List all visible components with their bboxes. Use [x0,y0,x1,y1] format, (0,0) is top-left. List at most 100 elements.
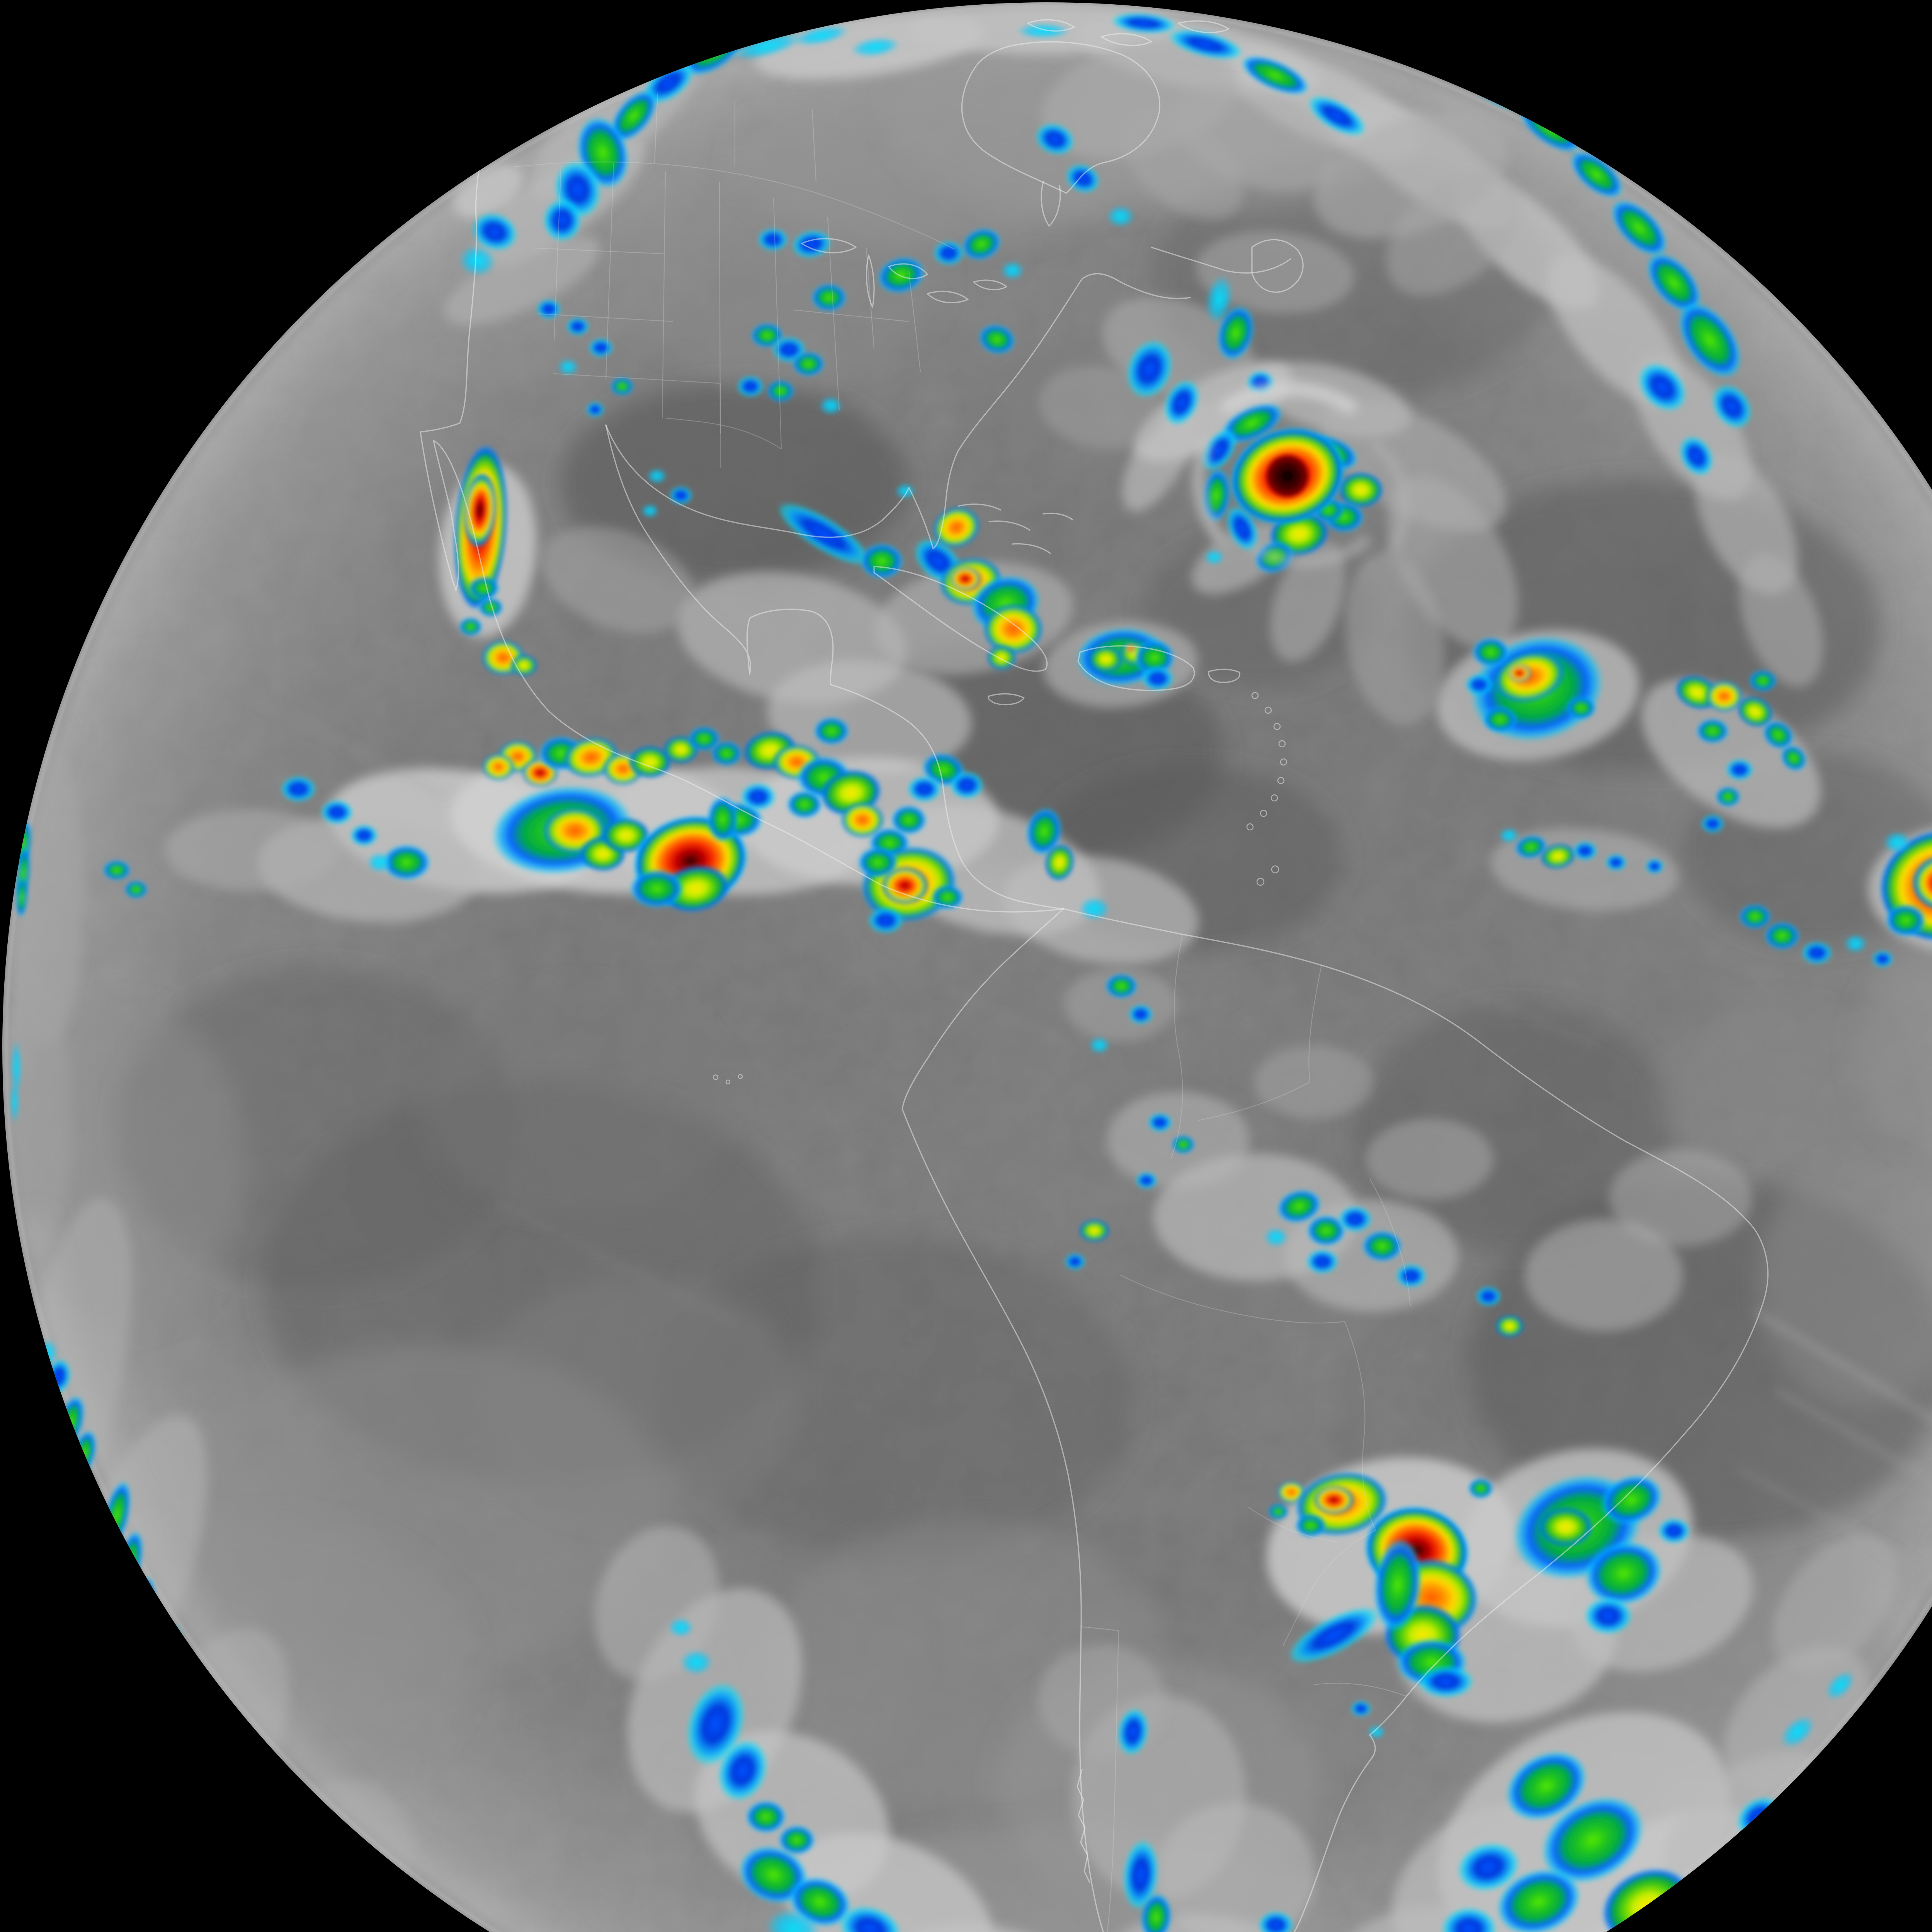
storm-cell [1107,206,1134,227]
storm-cell [811,284,847,311]
storm-cell [1476,1286,1501,1306]
storm-cell [647,468,667,484]
storm-cell [510,655,537,676]
storm-cell [10,1080,19,1124]
storm-cell [367,852,392,872]
storm-cell [1268,1503,1288,1520]
storm-cell [588,338,613,357]
storm-cell [1605,854,1627,871]
storm-cell [1105,974,1138,998]
storm-cell [746,1801,786,1833]
storm-cell [1508,664,1531,682]
storm-cell [860,543,903,579]
storm-cell [1573,841,1597,861]
storm-cell [536,299,561,319]
storm-cell [814,717,849,745]
storm-cell [1658,1518,1690,1544]
storm-cell [1645,859,1664,874]
storm-cell [281,776,316,802]
storm-cell [103,860,131,880]
storm-cell [1538,1507,1594,1547]
hurricane-eye [1282,471,1293,481]
storm-cell [586,402,604,417]
storm-cell [858,847,898,878]
storm-cell [1764,922,1800,950]
storm-cell [1701,815,1724,833]
storm-cell [680,1650,713,1675]
storm-cell [1367,1725,1385,1739]
storm-cell [1499,828,1519,843]
storm-cell [669,486,692,505]
storm-cell [1418,1665,1474,1698]
storm-cell [611,377,634,396]
storm-cell [321,800,353,825]
storm-cell [1136,1172,1157,1189]
storm-cell [1338,1206,1372,1232]
storm-cell [1314,1486,1354,1514]
storm-cell [933,241,964,265]
storm-cell [1483,706,1517,733]
storm-cell [1883,832,1911,853]
storm-cell [737,376,764,397]
cloud-patch [1609,1150,1752,1246]
storm-cell [891,805,927,835]
storm-cell [707,796,738,842]
storm-cell [350,825,378,846]
storm-cell [1141,666,1174,691]
storm-cell [767,380,794,402]
storm-cell [630,869,684,908]
storm-cell [566,317,589,336]
storm-cell [779,1825,815,1855]
storm-cell [459,617,482,636]
storm-cell [558,359,578,376]
storm-cell [1495,1315,1524,1337]
storm-cell [641,504,659,518]
storm-cell [1264,1228,1288,1247]
storm-cell [711,741,742,766]
storm-cell [1886,904,1926,937]
storm-cell [1465,674,1493,696]
storm-cell [757,228,788,251]
storm-cell [668,1618,693,1637]
storm-cell [1362,1231,1402,1262]
storm-cell [1739,904,1771,929]
storm-cell [1726,759,1753,781]
storm-cell [1079,897,1110,920]
storm-cell [1706,681,1743,712]
storm-cell [1468,1478,1493,1498]
cloud-patch [475,1275,800,1522]
storm-cell [1089,1037,1110,1054]
storm-cell [792,352,825,376]
storm-cell [1801,941,1832,964]
storm-cell [950,566,981,591]
cloud-patch [425,985,734,1217]
storm-cell [1148,1113,1172,1132]
storm-cell [468,577,499,600]
storm-cell [740,783,776,811]
storm-cell [1125,644,1136,653]
storm-cell [482,753,515,781]
storm-cell [895,483,915,499]
storm-cell [1001,261,1024,280]
storm-cell [1065,1253,1085,1270]
storm-cell [124,881,148,898]
storm-cell [1584,1597,1632,1634]
storm-cell [1472,638,1509,667]
storm-cell [1749,670,1777,692]
cloud-patch [1366,1119,1493,1200]
storm-cell [543,199,582,242]
storm-cell [787,791,822,818]
storm-cell [1396,1264,1427,1288]
cloud-patch [164,810,338,891]
storm-cell [1696,719,1729,743]
storm-cell [1844,934,1867,953]
storm-cell [1350,1701,1371,1717]
storm-cell [1306,1249,1338,1274]
storm-cell [1128,1004,1153,1024]
storm-cell [983,604,1043,655]
storm-cell [1172,1135,1195,1154]
storm-cell [868,907,903,934]
storm-cell [1566,696,1596,719]
storm-cell [1872,951,1893,968]
storm-cell [950,771,984,799]
